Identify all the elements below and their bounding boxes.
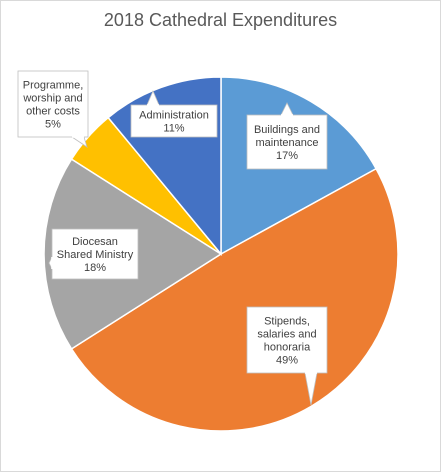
data-label-percent: 5% <box>45 119 61 131</box>
data-label-text: Administration <box>139 110 209 122</box>
callout-box <box>17 70 89 138</box>
callout-box <box>51 228 139 280</box>
callout-box <box>246 306 328 374</box>
data-label-text: honoraria <box>264 342 311 354</box>
callout-box <box>130 104 218 138</box>
data-label-percent: 17% <box>276 150 298 162</box>
data-label-text: Buildings and <box>254 124 320 136</box>
data-label-text: other costs <box>26 106 80 118</box>
data-label-text: Programme, <box>23 80 84 92</box>
data-label-text: Stipends, <box>264 316 310 328</box>
data-label-percent: 49% <box>276 355 298 367</box>
data-label-text: Shared Ministry <box>57 249 134 261</box>
callout-pointer <box>70 136 88 148</box>
data-label-percent: 11% <box>163 123 184 135</box>
chart-title: 2018 Cathedral Expenditures <box>103 10 338 30</box>
data-label-percent: 18% <box>84 262 106 274</box>
data-label-text: worship and <box>22 93 82 105</box>
data-label-text: maintenance <box>256 137 319 149</box>
data-label-text: Diocesan <box>72 236 118 248</box>
callout-box <box>246 114 328 170</box>
data-label-text: salaries and <box>257 329 316 341</box>
